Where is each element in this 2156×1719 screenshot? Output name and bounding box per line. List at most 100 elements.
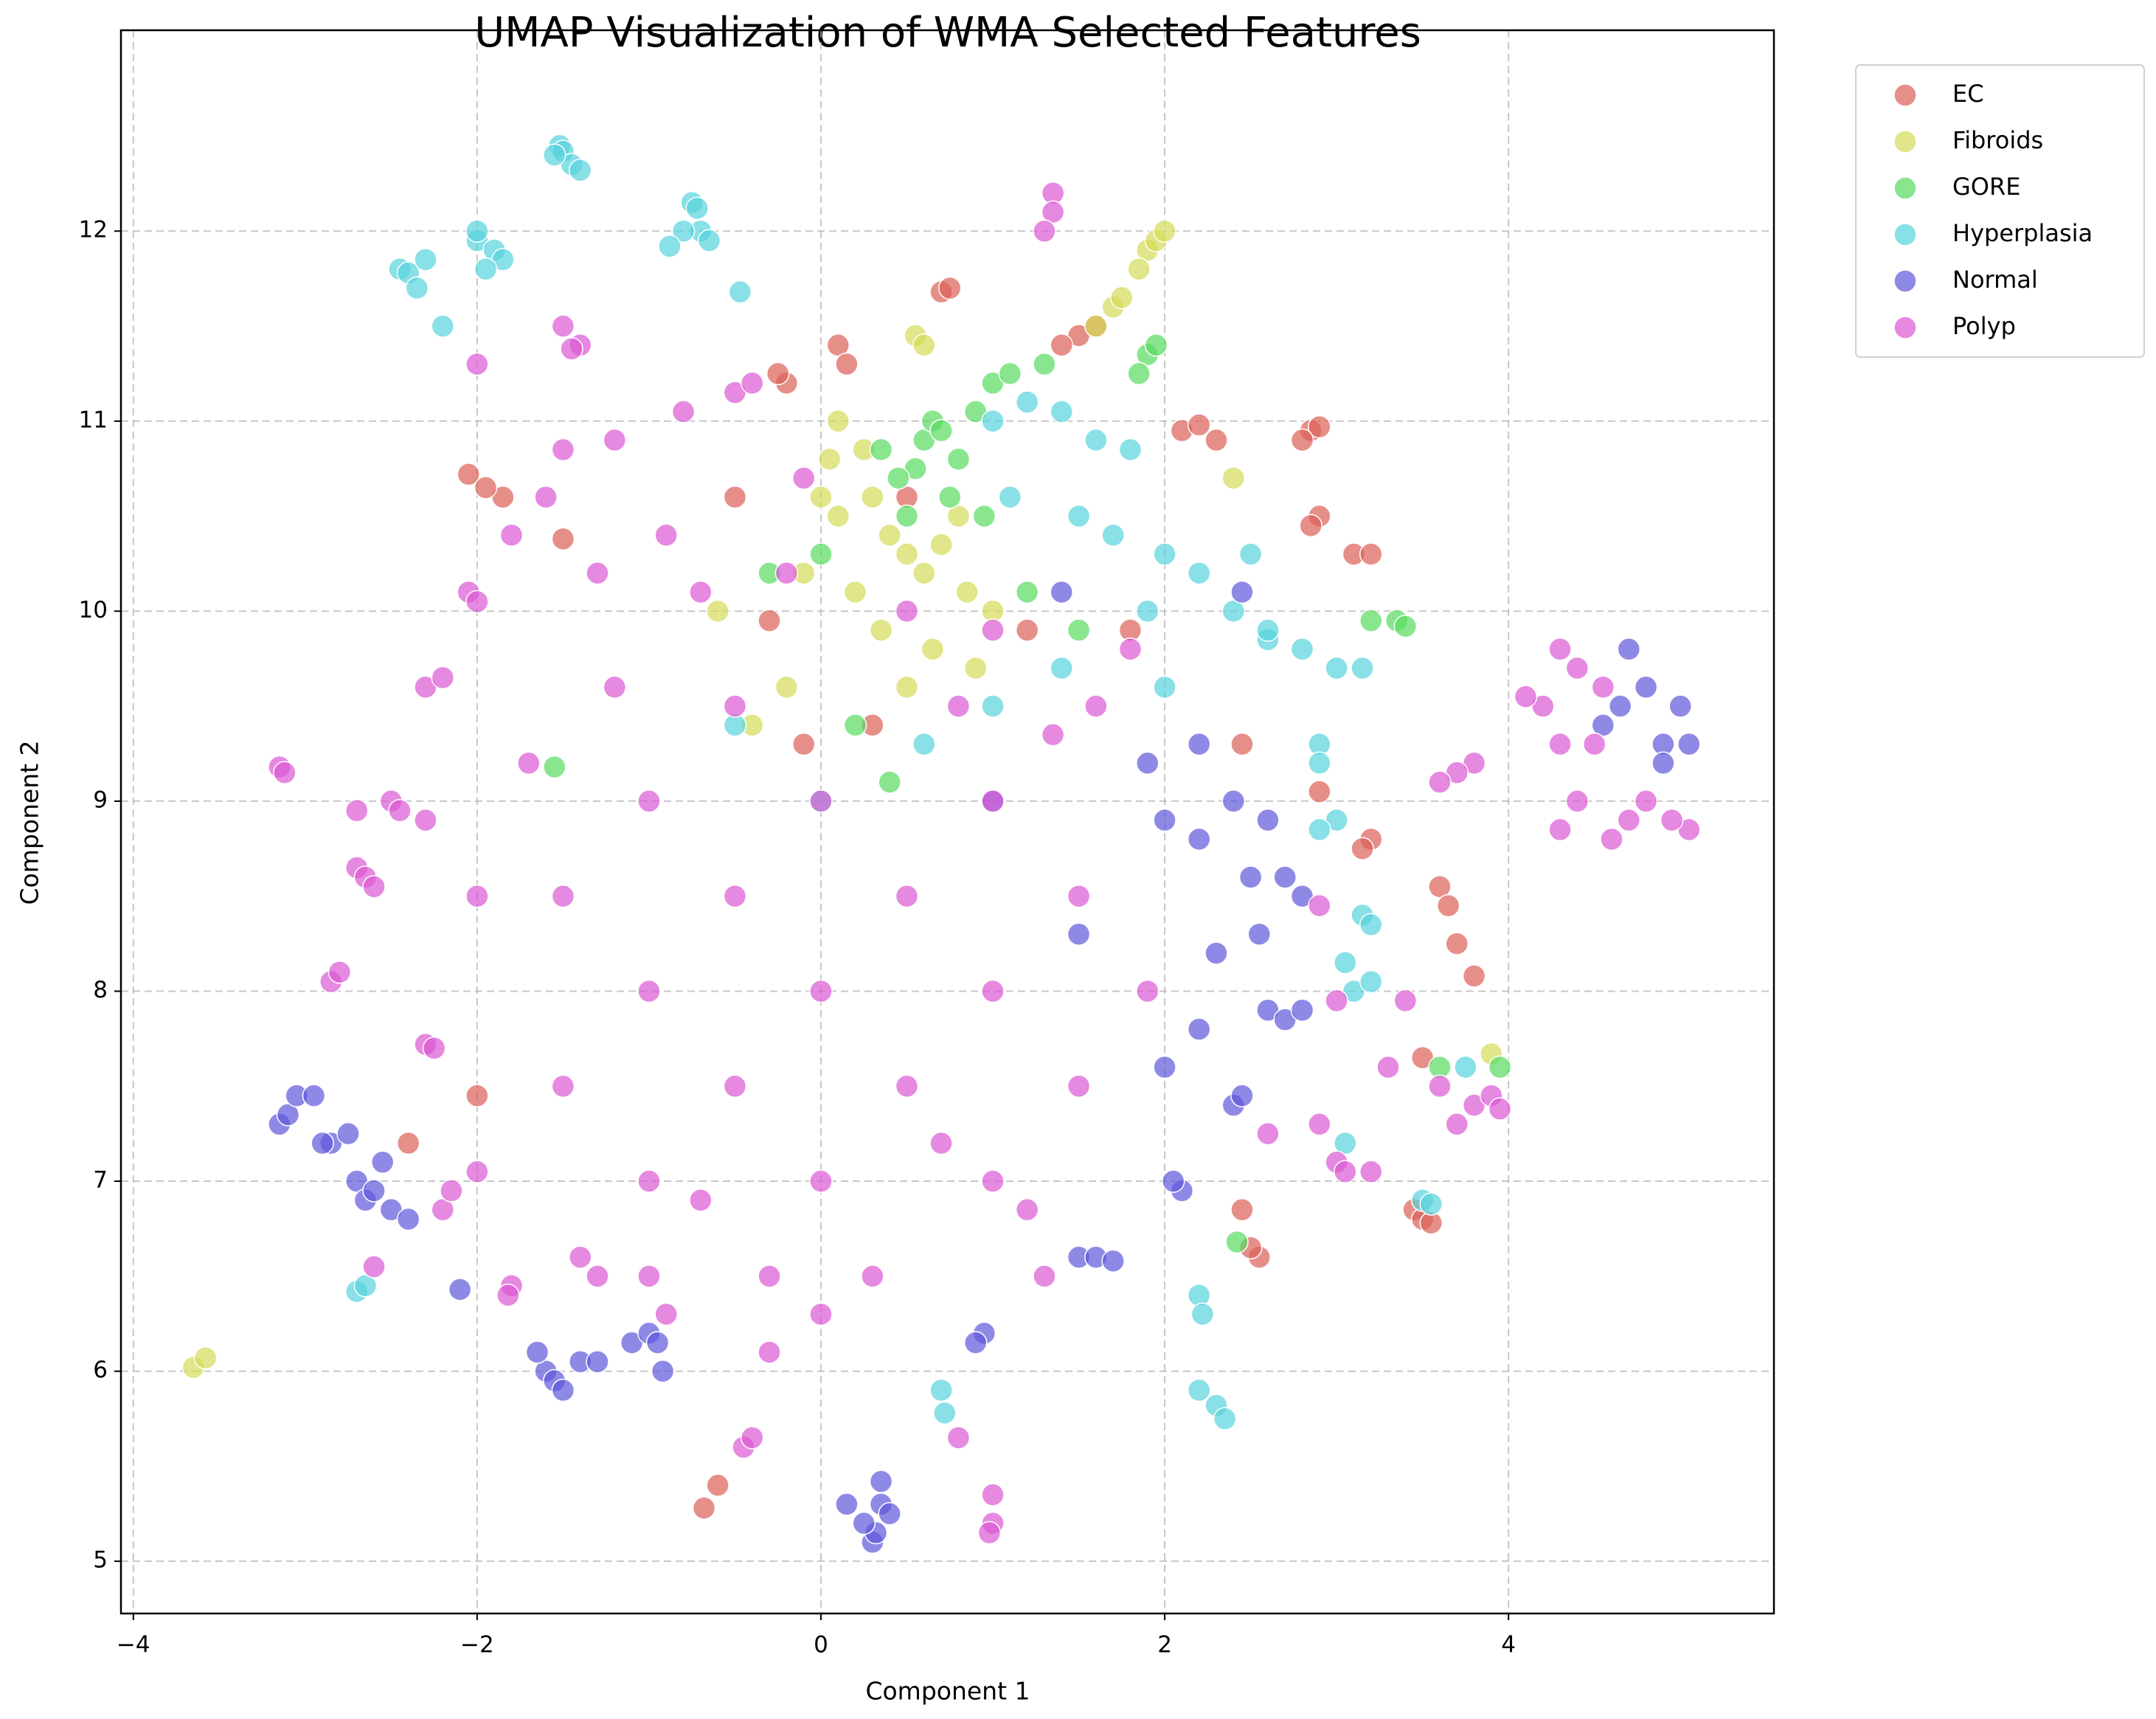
scatter-point — [1050, 333, 1073, 357]
scatter-point — [1136, 979, 1160, 1003]
scatter-point — [1187, 732, 1211, 756]
scatter-point — [1393, 989, 1418, 1013]
scatter-point — [1033, 352, 1056, 376]
scatter-point — [895, 599, 919, 623]
scatter-point — [1238, 542, 1263, 566]
scatter-point — [1187, 1378, 1211, 1402]
y-axis-label: Component 2 — [15, 740, 44, 905]
scatter-point — [929, 533, 953, 556]
scatter-point — [1651, 751, 1675, 775]
scatter-point — [388, 799, 412, 823]
scatter-point — [741, 1426, 764, 1450]
scatter-point — [193, 1346, 218, 1370]
scatter-point — [651, 1359, 675, 1383]
scatter-point — [861, 1265, 884, 1288]
legend-marker — [1893, 83, 1917, 107]
scatter-point — [791, 466, 816, 490]
scatter-point — [1419, 1192, 1443, 1216]
scatter-point — [1290, 637, 1314, 661]
scatter-point — [878, 1502, 901, 1526]
scatter-point — [1221, 599, 1246, 623]
scatter-point — [689, 580, 713, 604]
scatter-point — [809, 485, 833, 509]
scatter-point — [1041, 723, 1065, 747]
scatter-point — [353, 1273, 378, 1298]
scatter-point — [405, 276, 429, 300]
scatter-point — [568, 159, 592, 182]
scatter-point — [809, 1169, 833, 1193]
x-tick-label: −4 — [117, 1632, 150, 1659]
scatter-point — [1428, 875, 1452, 899]
y-tick-label: 5 — [93, 1547, 108, 1574]
scatter-point — [1230, 1084, 1254, 1107]
scatter-point — [1221, 789, 1246, 813]
scatter-point — [706, 599, 729, 623]
scatter-point — [1376, 1055, 1400, 1079]
scatter-point — [1393, 615, 1418, 638]
scatter-point — [276, 1103, 300, 1127]
scatter-point — [955, 580, 979, 604]
scatter-point — [1334, 951, 1357, 975]
scatter-point — [1050, 580, 1073, 604]
scatter-point — [448, 1278, 472, 1301]
scatter-point — [440, 1179, 463, 1203]
scatter-point — [1187, 561, 1211, 585]
scatter-point — [362, 875, 386, 899]
scatter-point — [465, 589, 489, 614]
scatter-point — [1110, 286, 1134, 310]
scatter-point — [1213, 1407, 1237, 1431]
scatter-point — [791, 732, 816, 756]
scatter-point — [344, 799, 369, 823]
scatter-point — [963, 656, 988, 680]
scatter-point — [637, 1169, 661, 1193]
scatter-point — [551, 1378, 575, 1402]
scatter-point — [1067, 618, 1091, 642]
scatter-point — [852, 1511, 876, 1535]
scatter-point — [1084, 428, 1108, 452]
scatter-point — [887, 466, 910, 490]
scatter-point — [1256, 1121, 1280, 1146]
scatter-point — [1190, 1302, 1215, 1327]
scatter-point — [981, 1169, 1005, 1193]
scatter-point — [1428, 770, 1452, 794]
scatter-point — [938, 485, 962, 509]
scatter-point — [895, 504, 919, 528]
scatter-point — [396, 1131, 420, 1155]
scatter-point — [1161, 1169, 1185, 1193]
scatter-point — [981, 409, 1005, 433]
scatter-point — [1033, 1265, 1056, 1288]
scatter-point — [878, 770, 901, 794]
y-tick-label: 11 — [79, 407, 108, 433]
scatter-point — [1668, 694, 1692, 718]
scatter-point — [1428, 1074, 1452, 1099]
scatter-point — [1582, 732, 1606, 756]
scatter-point — [981, 979, 1005, 1003]
legend-label: Polyp — [1952, 312, 2016, 340]
scatter-point — [1153, 219, 1176, 243]
scatter-point — [302, 1084, 326, 1107]
scatter-point — [465, 219, 489, 243]
scatter-point — [1617, 637, 1641, 661]
legend-marker — [1893, 130, 1917, 153]
scatter-point — [1299, 513, 1323, 538]
scatter-point — [1351, 837, 1374, 861]
scatter-point — [946, 694, 971, 718]
x-tick-label: 4 — [1501, 1632, 1516, 1659]
scatter-point — [551, 527, 575, 551]
scatter-point — [1334, 1131, 1357, 1155]
x-tick-label: 2 — [1157, 1632, 1172, 1659]
scatter-point — [921, 637, 945, 661]
scatter-point — [1127, 362, 1151, 386]
scatter-point — [551, 884, 575, 908]
scatter-point — [685, 196, 709, 221]
scatter-point — [741, 371, 764, 395]
scatter-point — [568, 1245, 592, 1269]
scatter-point — [998, 485, 1022, 509]
scatter-point — [1015, 580, 1039, 604]
y-tick-label: 8 — [93, 977, 108, 1003]
scatter-point — [981, 694, 1005, 718]
scatter-point — [551, 1074, 575, 1099]
scatter-point — [1204, 428, 1228, 452]
scatter-point — [938, 276, 962, 300]
